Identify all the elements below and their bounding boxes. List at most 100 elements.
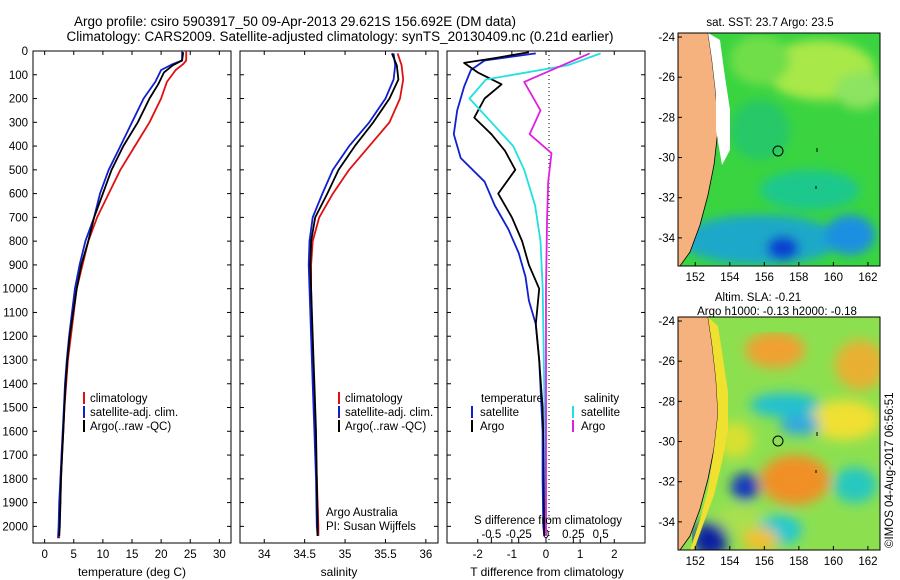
series-line-climatology [58, 51, 188, 539]
series-line-satellite-adj-clim [307, 53, 397, 536]
legend-header-salinity: salinity [584, 393, 619, 405]
y-tick-label: 1000 [2, 284, 28, 296]
salinity-legend: climatology satellite-adj. clim. Argo(..… [338, 392, 433, 433]
map-x-tick-label: 152 [686, 556, 705, 568]
y-tick-label: 2000 [2, 521, 28, 533]
sla-map-title: Altim. SLA: -0.21 [715, 292, 801, 304]
legend-label-s-argo: Argo [581, 421, 605, 433]
x-tick-label: 0.25 [562, 529, 584, 541]
x-tick-label: 10 [96, 549, 109, 561]
legend-label-climatology: climatology [90, 393, 148, 405]
temperature-xlabel: temperature (deg C) [78, 565, 186, 579]
map-y-tick-label: -34 [658, 517, 675, 529]
sst-map [678, 33, 880, 266]
x-tick-label: -2 [473, 549, 483, 561]
map-y-tick-label: -28 [658, 112, 675, 124]
map-y-tick-label: -24 [658, 32, 675, 44]
series-line-t-argo [463, 51, 546, 536]
map-y-tick-label: -32 [658, 477, 675, 489]
salinity-ticks: 34 34.5 35 35.5 36 [240, 50, 438, 561]
y-tick-label: 1100 [3, 307, 28, 319]
legend-label-argo: Argo(..raw -QC) [90, 421, 171, 433]
x-tick-label: 34.5 [293, 549, 315, 561]
map-x-tick-label: 156 [755, 556, 774, 568]
x-tick-label: 0 [41, 549, 47, 561]
map-y-tick-label: -30 [658, 153, 675, 165]
sla-map-subtitle: Argo h1000: -0.13 h2000: -0.18 [697, 306, 857, 318]
map-x-tick-label: 160 [824, 556, 843, 568]
map-y-tick-label: -26 [658, 72, 675, 84]
y-tick-label: 1700 [2, 450, 28, 462]
y-tick-label: 500 [9, 165, 28, 177]
temperature-legend: climatology satellite-adj. clim. Argo(..… [83, 392, 178, 433]
legend-label-s-satellite: satellite [581, 407, 620, 419]
salinity-series [307, 53, 405, 536]
x-tick-label: 1 [577, 549, 583, 561]
float-position-marker [772, 435, 784, 447]
map-x-tick-label: 154 [720, 556, 740, 568]
header-line2: Climatology: CARS2009. Satellite-adjuste… [66, 29, 613, 44]
series-line-argo-raw-qc [309, 53, 400, 536]
legend-label-argo: Argo(..raw -QC) [345, 421, 426, 433]
sst-map-title: sat. SST: 23.7 Argo: 23.5 [706, 17, 833, 29]
x-tick-label: 30 [213, 549, 226, 561]
x-tick-label: 2 [611, 549, 617, 561]
series-line-argo-raw-qc [58, 52, 185, 536]
map-x-tick-label: 154 [720, 272, 740, 284]
sla-map-frame [677, 316, 881, 551]
x-tick-label: 35.5 [374, 549, 396, 561]
y-tick-label: 300 [9, 117, 28, 129]
difference-ticks: -2 -1 0 1 2-0.5 -0.25 0 0.25 0.5 [447, 50, 645, 561]
legend-label-climatology: climatology [345, 393, 403, 405]
pi-annotation: PI: Susan Wijffels [326, 521, 416, 533]
sst-map-ticks: 152 154 156 158 160 162 -24 -26 -28 -30 -32 -34 [658, 32, 877, 284]
y-tick-label: 100 [9, 70, 28, 82]
x-tick-label: 20 [155, 549, 168, 561]
y-tick-label: 600 [9, 189, 28, 201]
map-x-tick-label: 162 [858, 556, 877, 568]
x-tick-label: 5 [71, 549, 77, 561]
map-y-tick-label: -34 [658, 233, 675, 245]
x-tick-label: 0 [543, 549, 549, 561]
y-tick-label: 0 [22, 46, 28, 58]
y-tick-label: 1200 [2, 331, 28, 343]
x-tick-label: -1 [507, 549, 517, 561]
temperature-ticks: 0100200300400500600700800900100011001200… [2, 46, 231, 561]
legend-label-t-satellite: satellite [480, 407, 519, 419]
credit-text: ©IMOS 04-Aug-2017 06:56:51 [884, 392, 896, 548]
x-tick-label: 15 [126, 549, 139, 561]
y-tick-label: 1600 [2, 426, 28, 438]
y-tick-label: 200 [9, 94, 28, 106]
header-line1: Argo profile: csiro 5903917_50 09-Apr-20… [74, 14, 516, 29]
difference-series [452, 51, 601, 536]
series-line-s-satellite [468, 52, 601, 536]
temperature-axes [32, 50, 232, 544]
map-x-tick-label: 158 [789, 272, 808, 284]
difference-xlabel-top: S difference from climatology [474, 515, 622, 527]
sla-map-ticks: 152 154 156 158 160 162 -24 -26 -28 -30 -32 -34 [658, 316, 877, 568]
map-x-tick-label: 160 [824, 272, 843, 284]
map-x-tick-label: 152 [686, 272, 705, 284]
salinity-xlabel: salinity [321, 565, 358, 579]
legend-label-satellite: satellite-adj. clim. [345, 407, 433, 419]
x-tick-label: 0.5 [593, 529, 609, 541]
legend-label-t-argo: Argo [480, 421, 504, 433]
series-line-s-argo [523, 52, 591, 536]
map-y-tick-label: -28 [658, 396, 675, 408]
series-line-climatology [310, 53, 405, 536]
float-position-marker [772, 145, 784, 157]
map-y-tick-label: -26 [658, 356, 675, 368]
map-x-tick-label: 162 [858, 272, 877, 284]
y-tick-label: 700 [9, 212, 28, 224]
data-source-annotation: Argo Australia [326, 507, 398, 519]
difference-legend: temperature salinity satellite Argo sate… [471, 393, 620, 433]
sst-map-frame [677, 32, 881, 267]
x-tick-label: 36 [419, 549, 432, 561]
x-tick-label: 34 [258, 549, 271, 561]
x-tick-label: 35 [339, 549, 352, 561]
y-tick-label: 400 [9, 141, 28, 153]
difference-xlabel: T difference from climatology [470, 565, 624, 579]
y-tick-label: 1300 [2, 355, 28, 367]
sla-map [678, 317, 880, 550]
